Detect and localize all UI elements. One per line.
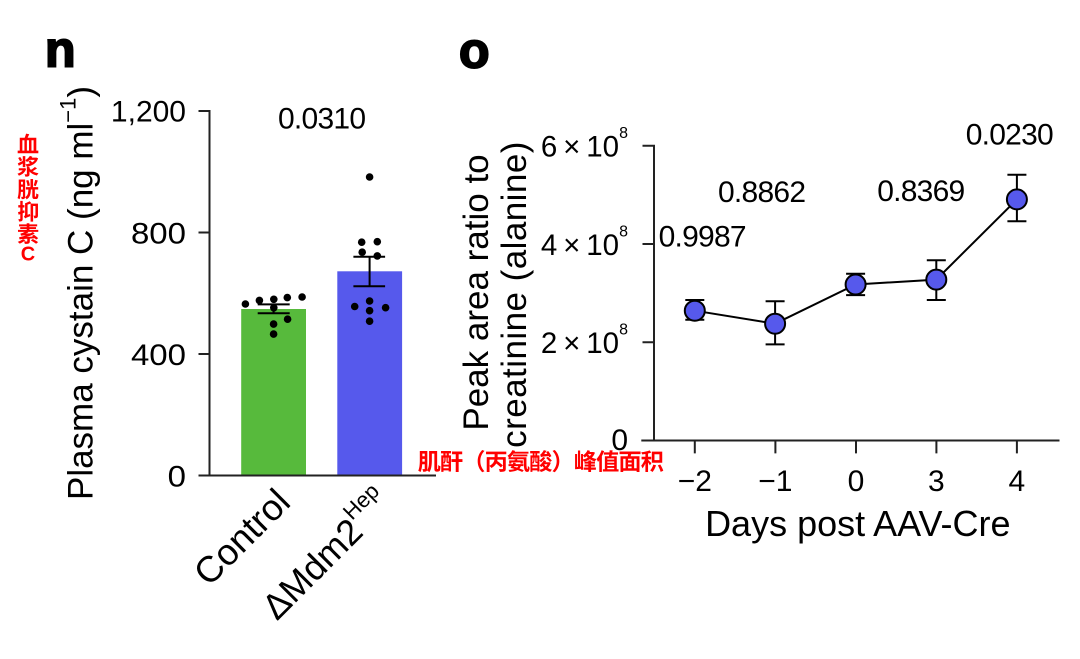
svg-text:0.8369: 0.8369 [877,175,965,208]
svg-text:0: 0 [611,424,628,457]
svg-text:0.0230: 0.0230 [966,119,1054,152]
svg-text:Days post AAV-Cre: Days post AAV-Cre [705,503,1010,544]
svg-text:400: 400 [131,337,186,371]
svg-text:0: 0 [168,459,186,493]
svg-text:Peak area ratio to: Peak area ratio to [457,154,496,430]
svg-text:creatinine (alanine): creatinine (alanine) [495,141,534,448]
svg-text:−1: −1 [758,465,792,498]
svg-text:1,200: 1,200 [111,96,186,129]
svg-text:6 × 108: 6 × 108 [541,125,628,164]
svg-text:2 × 108: 2 × 108 [541,322,628,361]
svg-text:n: n [45,22,76,78]
svg-text:Plasma cystain C (ng ml−1): Plasma cystain C (ng ml−1) [56,86,101,500]
svg-text:0: 0 [848,465,865,498]
svg-text:4 × 108: 4 × 108 [541,224,628,263]
svg-text:3: 3 [928,465,945,498]
svg-text:o: o [459,23,490,79]
svg-text:0.9987: 0.9987 [659,221,747,254]
svg-text:0.0310: 0.0310 [278,103,366,136]
svg-text:800: 800 [131,216,186,250]
svg-text:−2: −2 [678,465,712,498]
svg-text:C: C [21,244,35,266]
svg-text:4: 4 [1009,465,1026,498]
svg-text:0.8862: 0.8862 [718,176,806,209]
